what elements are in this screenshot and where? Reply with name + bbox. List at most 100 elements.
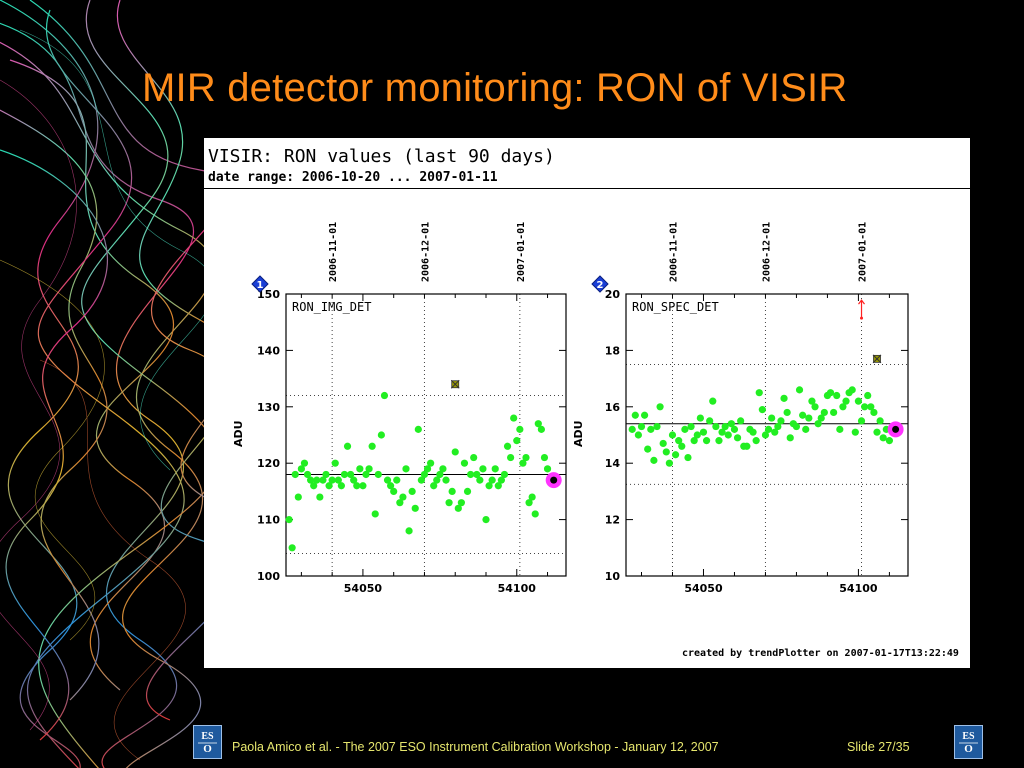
chart1-y-tick-label: 100 <box>257 570 280 583</box>
chart2-data-point <box>709 397 717 405</box>
chart1-data-point <box>467 470 475 479</box>
chart2-data-point <box>811 403 819 411</box>
chart1-data-point <box>310 482 318 490</box>
svg-text:ES: ES <box>962 731 975 742</box>
chart1-index-badge <box>251 275 269 293</box>
chart1-x-tick-label: 54100 <box>498 582 537 595</box>
chart1-data-point <box>300 459 309 467</box>
plot-title: VISIR: RON values (last 90 days) <box>208 146 555 167</box>
chart2-data-point <box>721 422 729 431</box>
chart1-data-point <box>525 499 533 507</box>
chart1-data-point <box>340 470 349 479</box>
chart2-data-point <box>808 397 816 405</box>
chart1-data-point <box>316 493 324 501</box>
chart2-y-tick-label: 10 <box>605 570 621 583</box>
chart1-data-point <box>417 476 425 484</box>
eso-logo-icon-right: ES O <box>959 731 978 755</box>
chart1-data-point <box>528 493 536 501</box>
chart1-data-point <box>433 476 441 484</box>
chart2-data-point <box>867 403 875 411</box>
chart2-data-point <box>817 414 825 422</box>
chart2-data-point <box>851 428 859 436</box>
chart2-data-point <box>696 414 704 422</box>
chart1-data-point <box>543 465 552 473</box>
svg-text:O: O <box>203 743 212 755</box>
background-swirl-graphic <box>0 0 230 768</box>
chart2-x-tick-label: 54050 <box>684 582 723 595</box>
plot-header-divider <box>204 188 970 189</box>
chart1-data-point <box>460 459 469 467</box>
chart2-data-point <box>799 411 807 419</box>
chart2-data-point <box>650 456 658 464</box>
chart1-outlier-cross <box>450 379 460 389</box>
chart1-data-point <box>516 425 524 433</box>
chart1-data-point <box>322 470 330 479</box>
chart1-data-point <box>387 482 395 490</box>
chart2-data-point <box>634 431 642 439</box>
chart1-data-point <box>303 470 312 479</box>
chart1-y-tick-label: 110 <box>257 514 280 527</box>
chart2-data-point <box>777 417 785 425</box>
plot-subtitle: date range: 2006-10-20 ... 2007-01-11 <box>208 170 498 185</box>
chart1-data-point <box>371 510 379 518</box>
chart2-y-tick-label: 18 <box>605 344 620 357</box>
chart1-data-point <box>334 476 342 484</box>
chart2-data-point <box>715 437 723 445</box>
chart1-data-point <box>507 453 515 462</box>
chart2-index-badge-label: 2 <box>597 280 604 291</box>
chart2-data-point <box>656 403 664 411</box>
chart2-data-point <box>864 391 872 400</box>
chart1-y-axis-label: ADU <box>232 420 245 447</box>
chart2-data-point <box>870 408 878 417</box>
chart1-data-point <box>411 504 419 512</box>
chart2-data-point <box>842 397 850 405</box>
chart1-data-point <box>328 476 336 484</box>
chart1-data-point <box>405 527 413 535</box>
chart2-data-point <box>712 422 720 431</box>
chart2-data-point <box>826 389 835 397</box>
chart1-data-point <box>359 482 367 490</box>
chart2-data-point <box>730 425 739 433</box>
chart2-data-point <box>724 431 732 439</box>
chart1-data-point <box>402 465 410 473</box>
chart1-data-point <box>331 459 339 467</box>
chart2-date-label: 2007-01-01 <box>858 222 869 282</box>
chart2-data-point <box>857 417 866 425</box>
chart1-data-point <box>356 465 364 473</box>
svg-text:O: O <box>964 743 973 755</box>
eso-logo-icon-left: ES O <box>198 731 217 755</box>
chart1-y-tick-label: 130 <box>257 401 280 414</box>
chart1-data-point <box>454 504 462 512</box>
chart2-data-point <box>647 425 655 433</box>
chart1-y-tick-label: 140 <box>257 344 280 357</box>
chart1-data-point <box>353 482 361 490</box>
chart2-data-point <box>755 389 763 397</box>
chart2-data-point <box>848 386 856 394</box>
chart2-data-point <box>830 408 838 417</box>
chart1-data-point <box>294 493 302 501</box>
chart1-data-point <box>420 470 429 479</box>
chart1-data-point <box>325 482 333 490</box>
chart2-latest-point <box>892 425 900 433</box>
chart2-data-point <box>814 420 822 428</box>
chart2-data-point <box>885 437 894 445</box>
chart2-y-axis-label: ADU <box>572 420 585 447</box>
chart2-data-point <box>861 403 869 411</box>
chart1-data-point <box>393 476 401 484</box>
chart1-data-point <box>343 442 352 450</box>
chart2-data-point <box>644 445 652 453</box>
eso-logo-icon: ES O <box>193 725 222 759</box>
chart1-data-point <box>485 482 493 490</box>
chart2-data-point <box>764 425 773 433</box>
chart1-date-label: 2007-01-01 <box>516 222 527 282</box>
chart1-data-point <box>423 465 432 473</box>
chart2-data-point <box>727 420 735 428</box>
chart1-data-point <box>488 476 496 484</box>
chart2-data-point <box>702 437 711 445</box>
chart1-data-point <box>500 470 509 479</box>
chart2-y-tick-label: 16 <box>605 401 621 414</box>
chart2-arrow-marker-dot <box>860 316 864 320</box>
chart2-data-point <box>662 448 670 456</box>
chart1-data-point <box>408 487 416 495</box>
chart1-date-label: 2006-11-01 <box>328 222 339 282</box>
